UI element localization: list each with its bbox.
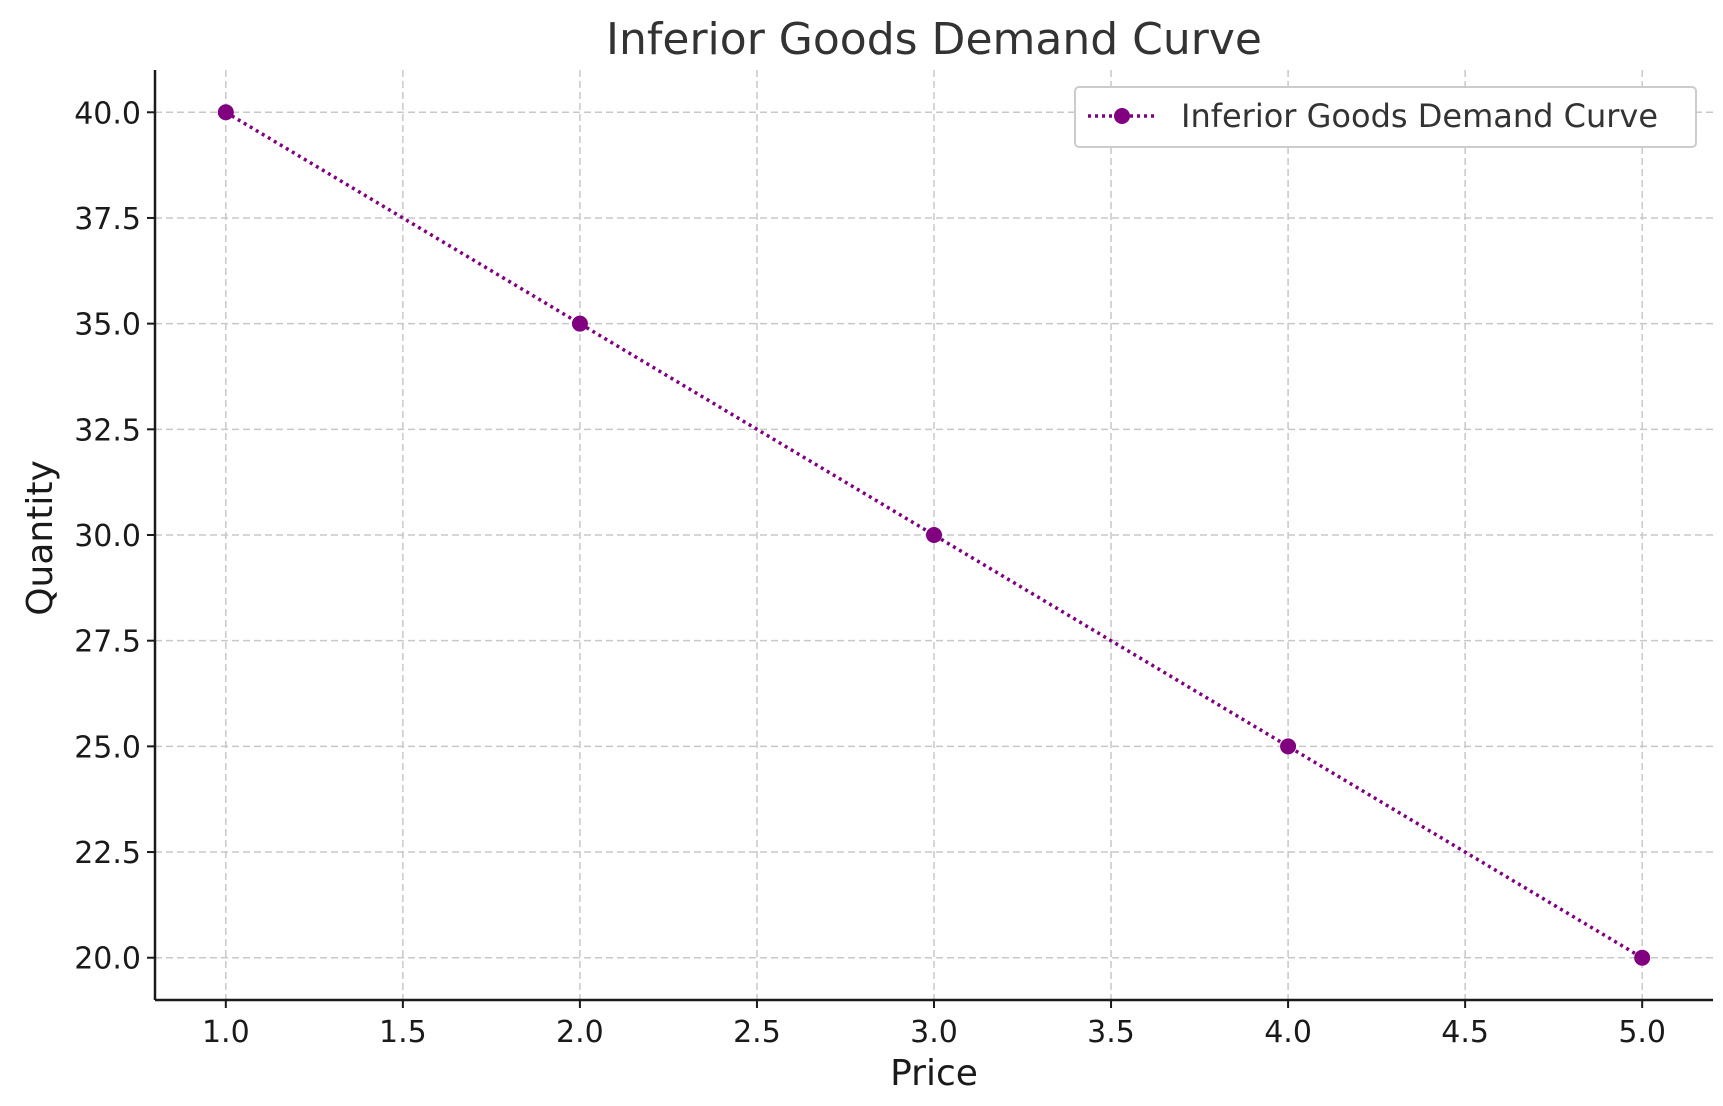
y-tick-label: 37.5: [74, 202, 141, 237]
x-tick-label: 2.0: [556, 1015, 604, 1050]
x-tick-label: 4.5: [1441, 1015, 1489, 1050]
data-point: [217, 104, 234, 121]
data-point: [1634, 949, 1651, 966]
y-tick-label: 30.0: [74, 519, 141, 554]
data-point: [1280, 738, 1297, 755]
y-tick-label: 22.5: [74, 836, 141, 871]
y-axis-ticks: 20.0 22.5 25.0 27.5 30.0 32.5 35.0 37.5 40.0: [74, 96, 155, 977]
grid: [155, 70, 1713, 1000]
x-tick-label: 3.0: [910, 1015, 958, 1050]
y-axis-label: Quantity: [20, 460, 61, 616]
x-tick-label: 5.0: [1618, 1015, 1666, 1050]
series-group: [217, 104, 1651, 966]
y-tick-label: 40.0: [74, 96, 141, 131]
data-point: [926, 527, 942, 543]
y-tick-label: 27.5: [74, 625, 141, 660]
x-tick-label: 3.5: [1087, 1015, 1135, 1050]
data-point: [571, 315, 588, 332]
series-line: [224, 110, 1644, 960]
x-tick-label: 1.0: [202, 1015, 250, 1050]
y-tick-label: 35.0: [74, 308, 141, 343]
y-tick-label: 20.0: [74, 942, 141, 977]
legend: Inferior Goods Demand Curve: [1074, 86, 1697, 148]
y-tick-label: 25.0: [74, 730, 141, 765]
x-tick-label: 2.5: [733, 1015, 781, 1050]
legend-marker: [1114, 108, 1130, 124]
x-axis-ticks: 1.0 1.5 2.0 2.5 3.0 3.5 4.0 4.5 5.0: [202, 1000, 1666, 1050]
legend-box: [1074, 86, 1697, 148]
x-tick-label: 1.5: [379, 1015, 427, 1050]
legend-label: Inferior Goods Demand Curve: [1181, 97, 1658, 135]
x-axis-label: Price: [890, 1053, 978, 1094]
y-tick-label: 32.5: [74, 413, 141, 448]
chart-title: Inferior Goods Demand Curve: [606, 14, 1262, 65]
x-tick-label: 4.0: [1264, 1015, 1312, 1050]
